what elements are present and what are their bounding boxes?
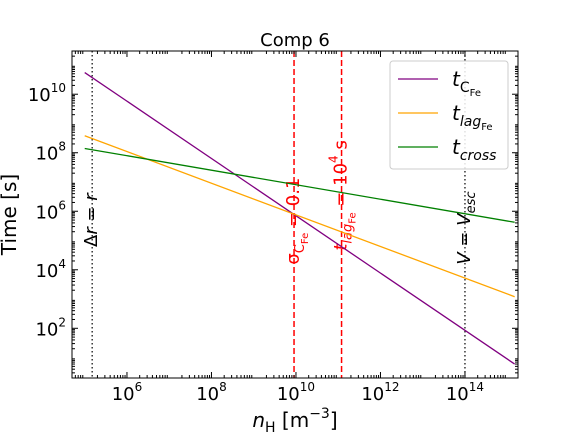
legend-entry-main: t	[452, 135, 461, 159]
reference-line-label-part: =	[454, 226, 475, 253]
x-axis-label-unit-close: ]	[330, 408, 338, 432]
y-tick-label-base: 10	[35, 261, 58, 282]
series-lines	[84, 72, 516, 365]
x-tick-label-base: 10	[446, 384, 469, 405]
y-tick-label-exponent: 8	[58, 140, 66, 154]
reference-line-label-part: Δ	[81, 234, 102, 247]
legend-entry-sub: cross	[460, 148, 497, 164]
legend-entry-sub: C	[460, 80, 470, 96]
reference-line-label: Δr = r	[81, 192, 102, 247]
reference-line-label-part: σ	[283, 253, 304, 264]
legend-entry: tcross	[452, 135, 496, 164]
x-tick-label-exponent: 10	[300, 380, 315, 394]
legend-entry: tlagFe	[452, 101, 493, 133]
x-tick-label-exponent: 6	[135, 380, 143, 394]
reference-line-label-part: s	[331, 140, 352, 155]
chart-title: Comp 6	[260, 30, 330, 51]
y-tick-label: 104	[35, 257, 66, 282]
x-tick-label-base: 10	[277, 384, 300, 405]
x-tick-label: 1012	[361, 380, 399, 405]
reference-line-label-part: r	[81, 192, 102, 201]
x-tick-label-exponent: 12	[384, 380, 399, 394]
x-axis-label: nH [m−3]	[252, 406, 337, 432]
y-tick-label: 106	[35, 198, 66, 223]
plot-frame	[71, 50, 519, 379]
reference-line-label-part: =	[81, 201, 102, 228]
y-tick-label-base: 10	[35, 319, 58, 340]
reference-line-label-part: V	[454, 251, 475, 265]
y-tick-label-exponent: 10	[51, 81, 66, 95]
legend-entry-main: t	[452, 101, 461, 125]
y-tick-label-base: 10	[28, 85, 51, 106]
y-axis-label: Time [s]	[0, 174, 21, 256]
reference-line-label-part: = 0.1	[283, 178, 304, 233]
y-tick-label-base: 10	[35, 202, 58, 223]
y-tick-label-exponent: 4	[58, 257, 66, 271]
y-tick-label-base: 10	[35, 144, 58, 165]
legend-entry-subsub: Fe	[481, 122, 492, 133]
x-axis-label-unit-open: [m	[276, 408, 310, 432]
x-tick-label: 1014	[446, 380, 484, 405]
x-tick-label-base: 10	[196, 384, 219, 405]
x-tick-label-base: 10	[112, 384, 135, 405]
reference-line-label-part: 4	[327, 155, 341, 163]
reference-line-label-part: Fe	[300, 233, 311, 244]
x-tick-label: 108	[196, 380, 227, 405]
x-tick-label-exponent: 8	[219, 380, 227, 394]
reference-line-label-part: = 10	[331, 163, 352, 212]
x-axis-label-unit-sup: −3	[309, 406, 330, 422]
reference-line-label-part: V	[454, 212, 475, 226]
legend-box	[389, 60, 509, 170]
x-tick-label: 1010	[277, 380, 315, 405]
y-tick-label: 108	[35, 140, 66, 165]
x-tick-label: 106	[112, 380, 143, 405]
x-axis-label-symbol: n	[252, 408, 265, 432]
legend-entry-sub: lag	[460, 114, 481, 130]
reference-line-label-part: Fe	[348, 212, 359, 223]
series-line	[84, 147, 515, 223]
y-tick-label-exponent: 6	[58, 198, 66, 212]
y-tick-label-exponent: 2	[58, 315, 66, 329]
y-tick-label: 1010	[28, 81, 66, 106]
reference-line-label: σCFe = 0.1	[283, 178, 311, 265]
x-tick-label-base: 10	[361, 384, 384, 405]
legend-entry-subsub: Fe	[470, 88, 481, 99]
series-line	[84, 135, 515, 298]
legend-entry-main: t	[452, 67, 461, 91]
x-tick-label-exponent: 14	[469, 380, 484, 394]
reference-line-label-part: C	[293, 244, 308, 253]
reference-line-label-part: r	[81, 226, 102, 235]
series-line	[84, 72, 516, 365]
reference-line-label-part: esc	[464, 192, 479, 214]
reference-line-label: V = Vesc	[454, 192, 479, 265]
x-axis-label-subscript: H	[265, 420, 276, 432]
legend-entry: tCFe	[452, 67, 481, 99]
reference-line-label: tlagFe = 104 s	[327, 140, 359, 250]
y-tick-label: 102	[35, 315, 66, 340]
